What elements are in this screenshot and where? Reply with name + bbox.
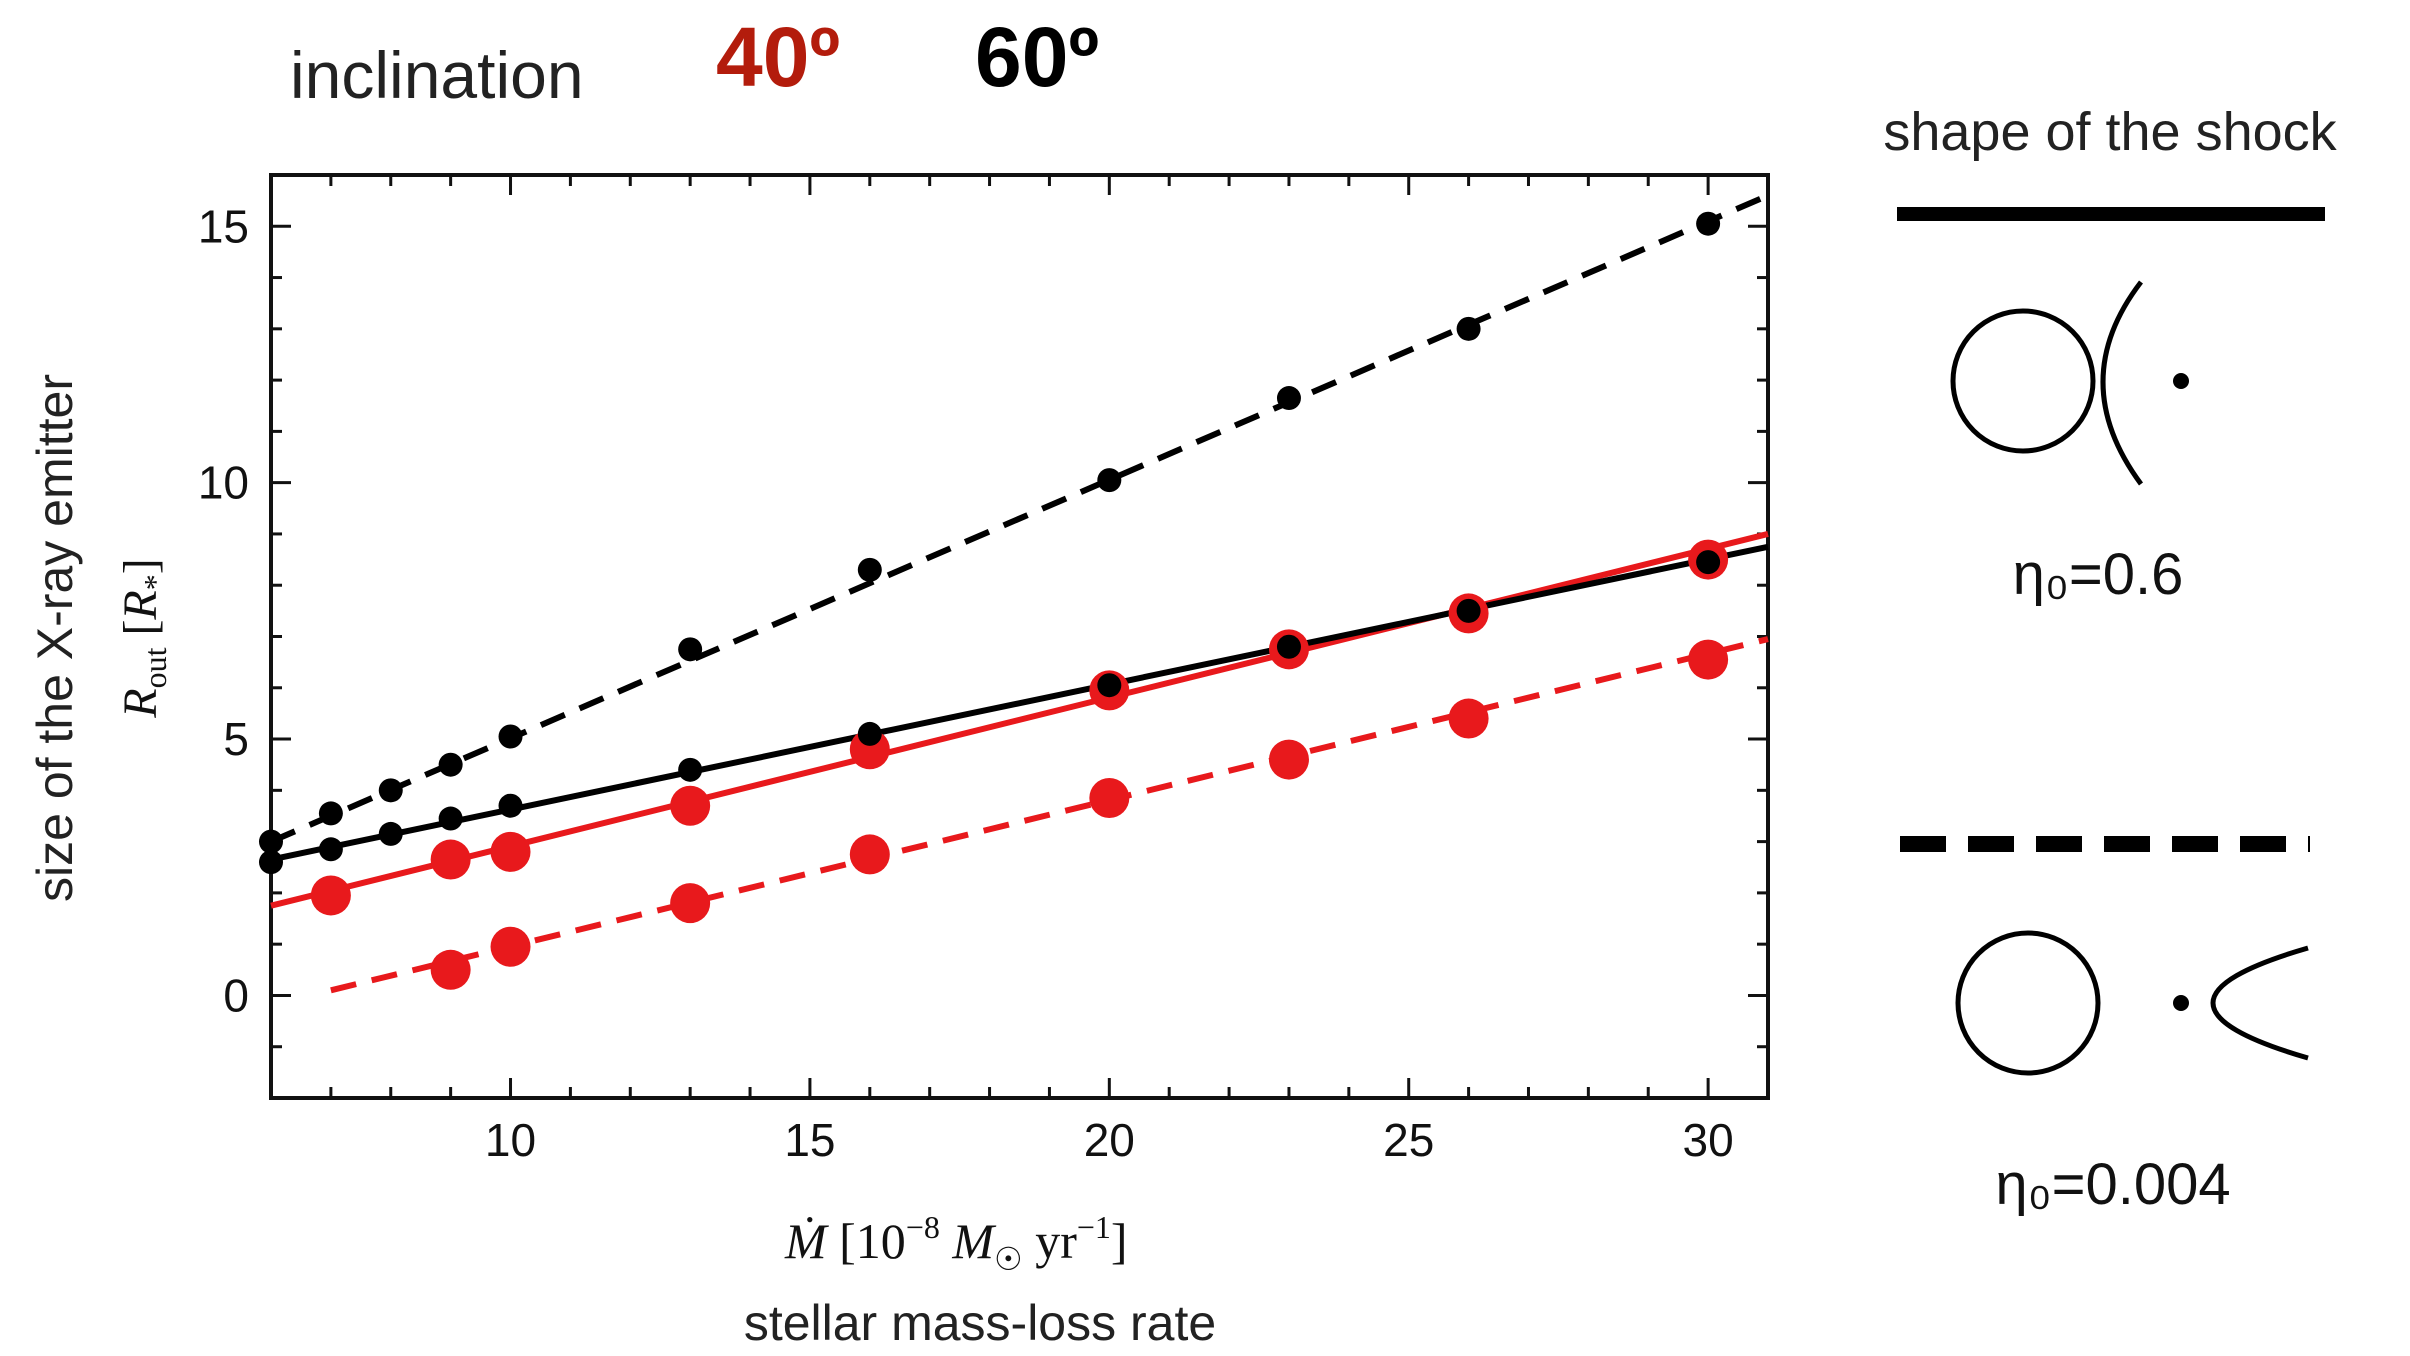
y-axis-label-main: Rout [R*] [114,558,173,719]
shock-shape-parabola-icon [1955,930,2309,1076]
series-0-point [1097,468,1122,493]
x-tick-label: 10 [485,1114,536,1166]
legend-dashed-label: η₀=0.004 [1995,1152,2230,1217]
shock-shape-bow-icon [1950,280,2189,486]
series-1-point [259,850,283,875]
x-tick-label: 30 [1683,1114,1734,1166]
axis-ticks: 10 15 20 25 30 0 5 10 15 [198,173,1770,1166]
series-3-point [1688,639,1729,680]
series-0-point [378,778,403,803]
series-1-point [1097,673,1122,698]
series-fit-line-3 [330,636,1769,994]
series-0-point [259,829,283,854]
series-1-point [857,721,882,746]
header-prefix: inclination [290,38,584,112]
legend-title: shape of the shock [1883,102,2337,162]
series-3-point [1448,698,1489,739]
series-1-point [318,837,343,862]
svg-text:Ṁ [10−8 M☉ yr−1]: Ṁ [10−8 M☉ yr−1] [784,1209,1128,1277]
series-2-point [490,831,531,872]
series-0-point [438,752,463,777]
series-3-point [430,949,471,990]
series-1-point [378,821,403,846]
series-0-point [678,637,703,662]
series-fit-line-1 [270,543,1769,863]
series-0-point [318,801,343,826]
series-2-point [430,839,471,880]
x-tick-label: 20 [1084,1114,1135,1166]
series-1-point [1696,550,1721,575]
series-3-point [1089,778,1130,819]
y-tick-label: 0 [223,969,249,1021]
series-1-point [438,806,463,831]
series-0-point [1276,386,1301,411]
x-axis-label-sub: stellar mass-loss rate [744,1295,1216,1351]
series-0-point [1696,211,1721,236]
x-axis-label-main: Ṁ [10−8 M☉ yr−1] [784,1209,1128,1277]
legend-solid-label: η₀=0.6 [2013,542,2184,607]
y-tick-label: 5 [223,713,249,765]
series-0-point [498,724,523,749]
y-tick-label: 15 [198,200,249,252]
y-tick-label: 10 [198,457,249,509]
header-inclination-60: 60º [975,10,1099,104]
series-0-point [857,557,882,582]
series-2-point [670,785,711,826]
series-3-point [849,834,890,875]
series-points [259,211,1729,990]
x-tick-label: 15 [784,1114,835,1166]
series-3-point [490,926,531,967]
header-inclination-40: 40º [716,10,840,104]
y-axis-label-sub: size of the X-ray emitter [27,374,83,902]
svg-text:Rout [R*]: Rout [R*] [114,558,173,719]
series-1-point [498,793,523,818]
series-2-point [310,875,351,916]
series-0-point [1456,316,1481,341]
series-3-point [670,883,711,924]
series-1-point [1276,634,1301,659]
series-fit-line-0 [269,192,1770,845]
series-3-point [1268,739,1309,780]
series-1-point [1456,598,1481,623]
series-1-point [678,757,703,782]
x-tick-label: 25 [1383,1114,1434,1166]
series-lines [269,192,1770,994]
